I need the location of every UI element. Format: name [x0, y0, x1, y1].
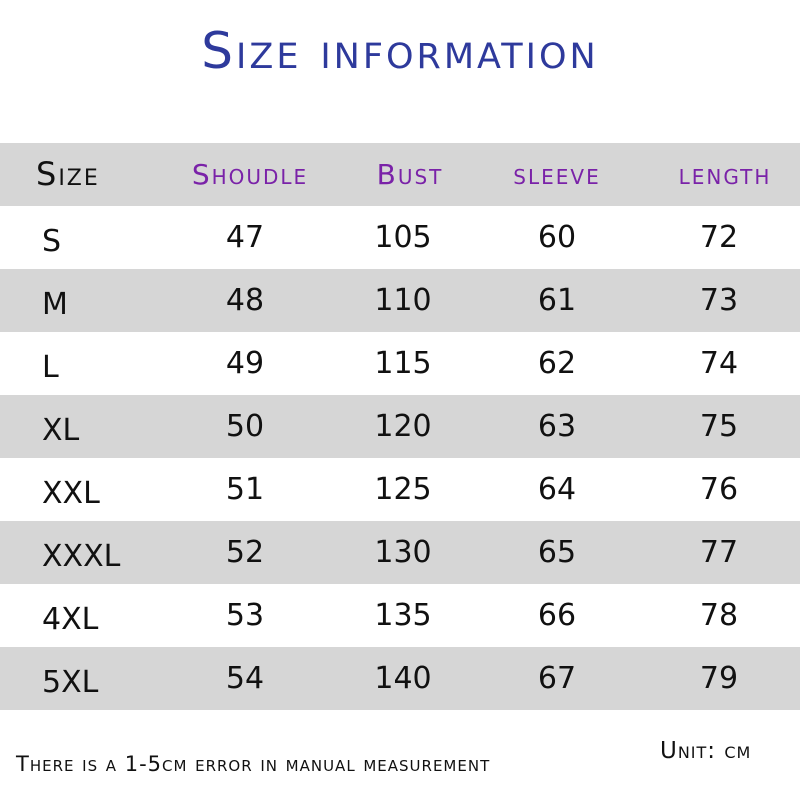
table-row: XXXL 52 130 65 77 [0, 521, 800, 584]
table-row: XL 50 120 63 75 [0, 395, 800, 458]
cell-bust: 135 [374, 598, 432, 633]
cell-sleeve: 66 [537, 598, 577, 633]
cell-sleeve: 63 [537, 409, 577, 444]
cell-size: L [42, 350, 59, 385]
cell-bust: 105 [374, 220, 432, 255]
cell-shoulder: 49 [225, 346, 265, 381]
header-shoulder: Shoudle [191, 158, 309, 191]
cell-shoulder: 50 [225, 409, 265, 444]
table-header-row: Size Shoudle Bust sleeve length [0, 143, 800, 206]
cell-bust: 140 [374, 661, 432, 696]
cell-size: XL [42, 413, 80, 448]
cell-sleeve: 60 [537, 220, 577, 255]
cell-sleeve: 61 [537, 283, 577, 318]
table-row: 4XL 53 135 66 78 [0, 584, 800, 647]
header-sleeve: sleeve [513, 158, 601, 191]
cell-bust: 120 [374, 409, 432, 444]
measurement-note: There is a 1-5cm error in manual measure… [16, 752, 491, 776]
header-size: Size [36, 155, 100, 193]
cell-size: XXL [42, 476, 100, 511]
table-row: 5XL 54 140 67 79 [0, 647, 800, 710]
cell-sleeve: 62 [537, 346, 577, 381]
cell-shoulder: 47 [225, 220, 265, 255]
cell-sleeve: 67 [537, 661, 577, 696]
table-row: S 47 105 60 72 [0, 206, 800, 269]
cell-shoulder: 53 [225, 598, 265, 633]
cell-size: 4XL [42, 602, 99, 637]
unit-label: Unit: cm [660, 738, 752, 764]
cell-bust: 130 [374, 535, 432, 570]
cell-length: 75 [699, 409, 739, 444]
header-bust: Bust [376, 158, 444, 191]
cell-size: M [42, 287, 68, 322]
cell-shoulder: 54 [225, 661, 265, 696]
cell-size: XXXL [42, 539, 121, 574]
cell-length: 78 [699, 598, 739, 633]
cell-bust: 115 [374, 346, 432, 381]
cell-bust: 125 [374, 472, 432, 507]
table-row: M 48 110 61 73 [0, 269, 800, 332]
cell-length: 74 [699, 346, 739, 381]
cell-size: S [42, 224, 62, 259]
header-length: length [678, 158, 772, 191]
cell-shoulder: 51 [225, 472, 265, 507]
cell-length: 79 [699, 661, 739, 696]
cell-shoulder: 52 [225, 535, 265, 570]
size-table: Size Shoudle Bust sleeve length S 47 105 60… [0, 143, 800, 710]
cell-length: 73 [699, 283, 739, 318]
cell-bust: 110 [374, 283, 432, 318]
table-row: L 49 115 62 74 [0, 332, 800, 395]
cell-size: 5XL [42, 665, 99, 700]
table-row: XXL 51 125 64 76 [0, 458, 800, 521]
cell-shoulder: 48 [225, 283, 265, 318]
cell-sleeve: 65 [537, 535, 577, 570]
cell-length: 72 [699, 220, 739, 255]
page-title: Size information [201, 22, 599, 80]
cell-length: 77 [699, 535, 739, 570]
cell-length: 76 [699, 472, 739, 507]
cell-sleeve: 64 [537, 472, 577, 507]
